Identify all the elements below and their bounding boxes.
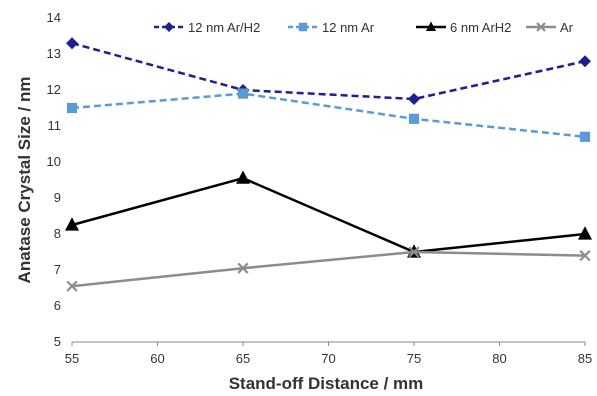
series [65, 170, 592, 258]
x-tick-label: 70 [321, 351, 335, 366]
data-point-square [579, 131, 591, 142]
y-tick-label: 12 [47, 82, 61, 97]
y-tick-label: 14 [47, 10, 61, 25]
y-tick-label: 7 [54, 262, 61, 277]
x-marker-stroke [536, 22, 546, 32]
data-point-diamond [66, 37, 78, 50]
data-point-diamond [579, 55, 591, 68]
data-point-x [408, 246, 420, 258]
y-tick-label: 13 [47, 46, 61, 61]
series-group [65, 37, 592, 292]
y-tick-label: 6 [54, 298, 61, 313]
series-line [71, 250, 586, 288]
data-point-square [298, 22, 308, 32]
data-point-x [536, 22, 546, 32]
series [66, 37, 591, 105]
series [66, 246, 591, 292]
y-tick-label: 9 [54, 190, 61, 205]
y-tick-label: 5 [54, 334, 61, 349]
series [66, 88, 591, 142]
x-tick-label: 55 [65, 351, 79, 366]
x-marker-stroke [408, 246, 420, 258]
y-tick-label: 11 [48, 118, 62, 133]
axes: 5 6 7 8 9 10 11 12 13 14 55 60 65 70 75 80 85 [47, 10, 593, 366]
y-tick-label: 8 [54, 226, 61, 241]
data-point-diamond [408, 93, 420, 105]
x-tick-label: 65 [236, 351, 250, 366]
data-point-triangle [65, 217, 79, 231]
x-tick-label: 80 [492, 351, 506, 366]
legend-item: Ar [526, 20, 574, 35]
x-marker-stroke [237, 262, 249, 274]
legend-label: 6 nm ArH2 [450, 20, 511, 35]
legend-item: 6 nm ArH2 [416, 20, 511, 35]
x-tick-label: 60 [150, 351, 164, 366]
x-tick-label: 85 [578, 351, 592, 366]
data-point-x [579, 250, 591, 262]
data-point-triangle [236, 170, 250, 184]
data-point-x [237, 262, 249, 274]
data-point-triangle [426, 21, 436, 31]
legend-item: 12 nm Ar [288, 20, 375, 35]
data-point-diamond [164, 22, 174, 32]
series-line [71, 41, 586, 101]
data-point-square [66, 102, 78, 114]
data-point-x [66, 280, 78, 292]
legend-item: 12 nm Ar/H2 [154, 20, 260, 35]
legend-label: 12 nm Ar/H2 [188, 20, 260, 35]
x-marker-stroke [66, 280, 78, 292]
y-axis-title: Anatase Crystal Size / nm [15, 77, 34, 284]
series-line [71, 92, 586, 139]
data-point-square [408, 113, 420, 124]
data-point-square [237, 88, 249, 99]
legend: 12 nm Ar/H2 12 nm Ar 6 nm ArH2 Ar [154, 20, 574, 35]
legend-label: 12 nm Ar [322, 20, 375, 35]
x-axis-title: Stand-off Distance / mm [229, 374, 424, 393]
x-marker-stroke [579, 250, 591, 262]
data-point-triangle [578, 226, 592, 240]
legend-label: Ar [560, 20, 574, 35]
y-tick-label: 10 [47, 154, 61, 169]
x-tick-label: 75 [407, 351, 421, 366]
series-line [71, 176, 586, 254]
